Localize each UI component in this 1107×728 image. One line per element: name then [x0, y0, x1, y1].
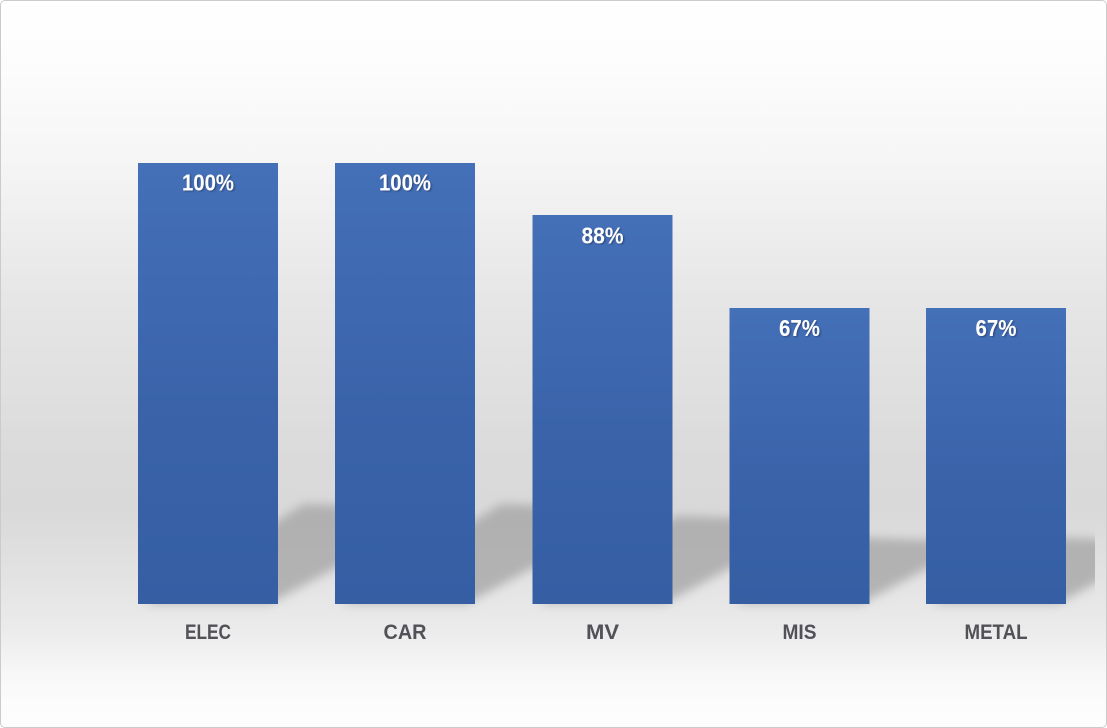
svg-text:MIS: MIS — [783, 621, 817, 644]
svg-text:ELEC: ELEC — [185, 621, 231, 644]
svg-text:100%: 100% — [182, 170, 234, 196]
svg-text:67%: 67% — [976, 315, 1017, 341]
svg-text:88%: 88% — [582, 223, 624, 249]
svg-text:MV: MV — [586, 621, 619, 644]
svg-text:100%: 100% — [379, 170, 431, 196]
svg-text:67%: 67% — [779, 315, 820, 341]
svg-text:METAL: METAL — [965, 621, 1028, 644]
svg-text:CAR: CAR — [384, 621, 427, 644]
